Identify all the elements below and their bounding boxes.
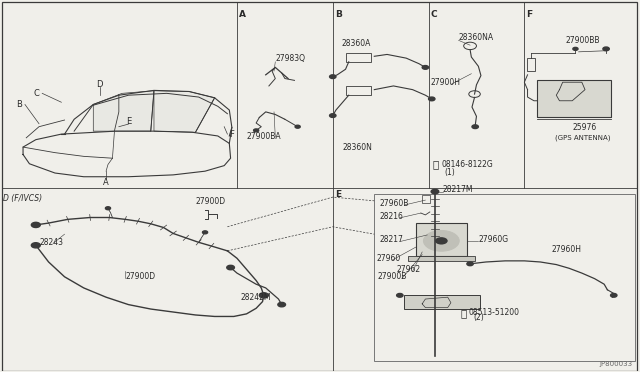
Text: 08513-51200: 08513-51200 (468, 308, 519, 317)
Bar (346, 86, 371, 95)
Text: A: A (103, 178, 109, 187)
Circle shape (106, 207, 111, 210)
Text: A: A (239, 10, 246, 19)
Circle shape (472, 125, 478, 129)
Text: (1): (1) (444, 168, 454, 177)
Circle shape (611, 294, 617, 297)
Text: C: C (431, 10, 437, 19)
Polygon shape (93, 91, 154, 131)
Circle shape (422, 65, 429, 69)
Circle shape (429, 97, 435, 101)
Circle shape (330, 75, 336, 78)
Text: 27900D: 27900D (195, 197, 225, 206)
Bar (404, 295, 479, 309)
Text: 27900H: 27900H (431, 78, 460, 87)
Text: E: E (335, 190, 341, 199)
Text: F: F (229, 129, 234, 139)
Circle shape (424, 231, 460, 251)
Text: (GPS ANTENNA): (GPS ANTENNA) (555, 135, 611, 141)
Circle shape (330, 114, 336, 118)
Circle shape (435, 237, 448, 244)
Text: 28216: 28216 (380, 212, 403, 221)
Text: 27900D: 27900D (125, 272, 156, 281)
Text: 28217M: 28217M (443, 185, 473, 194)
Text: B: B (16, 100, 22, 109)
Bar (422, 195, 430, 203)
Bar (416, 223, 467, 256)
Circle shape (253, 129, 259, 132)
Circle shape (467, 262, 473, 266)
Circle shape (573, 47, 578, 50)
Text: D: D (97, 80, 103, 89)
Text: JP800033: JP800033 (600, 361, 633, 367)
Text: 27983Q: 27983Q (275, 54, 305, 63)
Circle shape (31, 222, 40, 228)
Text: 27960: 27960 (376, 254, 401, 263)
Circle shape (431, 189, 439, 194)
Bar (346, 52, 371, 62)
Circle shape (278, 302, 285, 307)
Text: (2): (2) (473, 313, 484, 322)
Text: 27900BB: 27900BB (566, 36, 600, 45)
Circle shape (31, 243, 40, 248)
Text: E: E (126, 117, 131, 126)
Bar (527, 58, 534, 71)
Bar (408, 256, 475, 261)
Text: 27960G: 27960G (478, 235, 509, 244)
Circle shape (295, 125, 300, 128)
Text: 28360A: 28360A (341, 39, 371, 48)
Text: 27960H: 27960H (551, 245, 581, 254)
Text: Ⓢ: Ⓢ (461, 308, 467, 318)
Text: 08146-8122G: 08146-8122G (442, 160, 493, 169)
Text: B: B (335, 10, 342, 19)
Text: 28217: 28217 (380, 235, 403, 244)
Circle shape (227, 265, 234, 270)
Text: 25976: 25976 (573, 124, 597, 132)
Circle shape (603, 47, 609, 51)
Text: Ⓢ: Ⓢ (433, 160, 438, 170)
Text: 28360N: 28360N (342, 143, 372, 152)
Circle shape (397, 294, 403, 297)
Text: D (F/IVCS): D (F/IVCS) (3, 194, 42, 203)
Circle shape (202, 231, 207, 234)
Text: 28243: 28243 (39, 238, 63, 247)
Text: 27900B: 27900B (378, 272, 407, 281)
Text: 27960B: 27960B (380, 199, 409, 208)
Text: 27900BA: 27900BA (246, 132, 281, 141)
Text: 28360NA: 28360NA (459, 33, 493, 42)
Text: C: C (33, 89, 39, 98)
Bar (374, 194, 635, 361)
Text: F: F (526, 10, 532, 19)
Text: 27962: 27962 (397, 265, 420, 274)
Polygon shape (154, 91, 214, 132)
Bar (537, 80, 611, 118)
Text: 28242M: 28242M (240, 293, 271, 302)
Circle shape (259, 293, 268, 298)
